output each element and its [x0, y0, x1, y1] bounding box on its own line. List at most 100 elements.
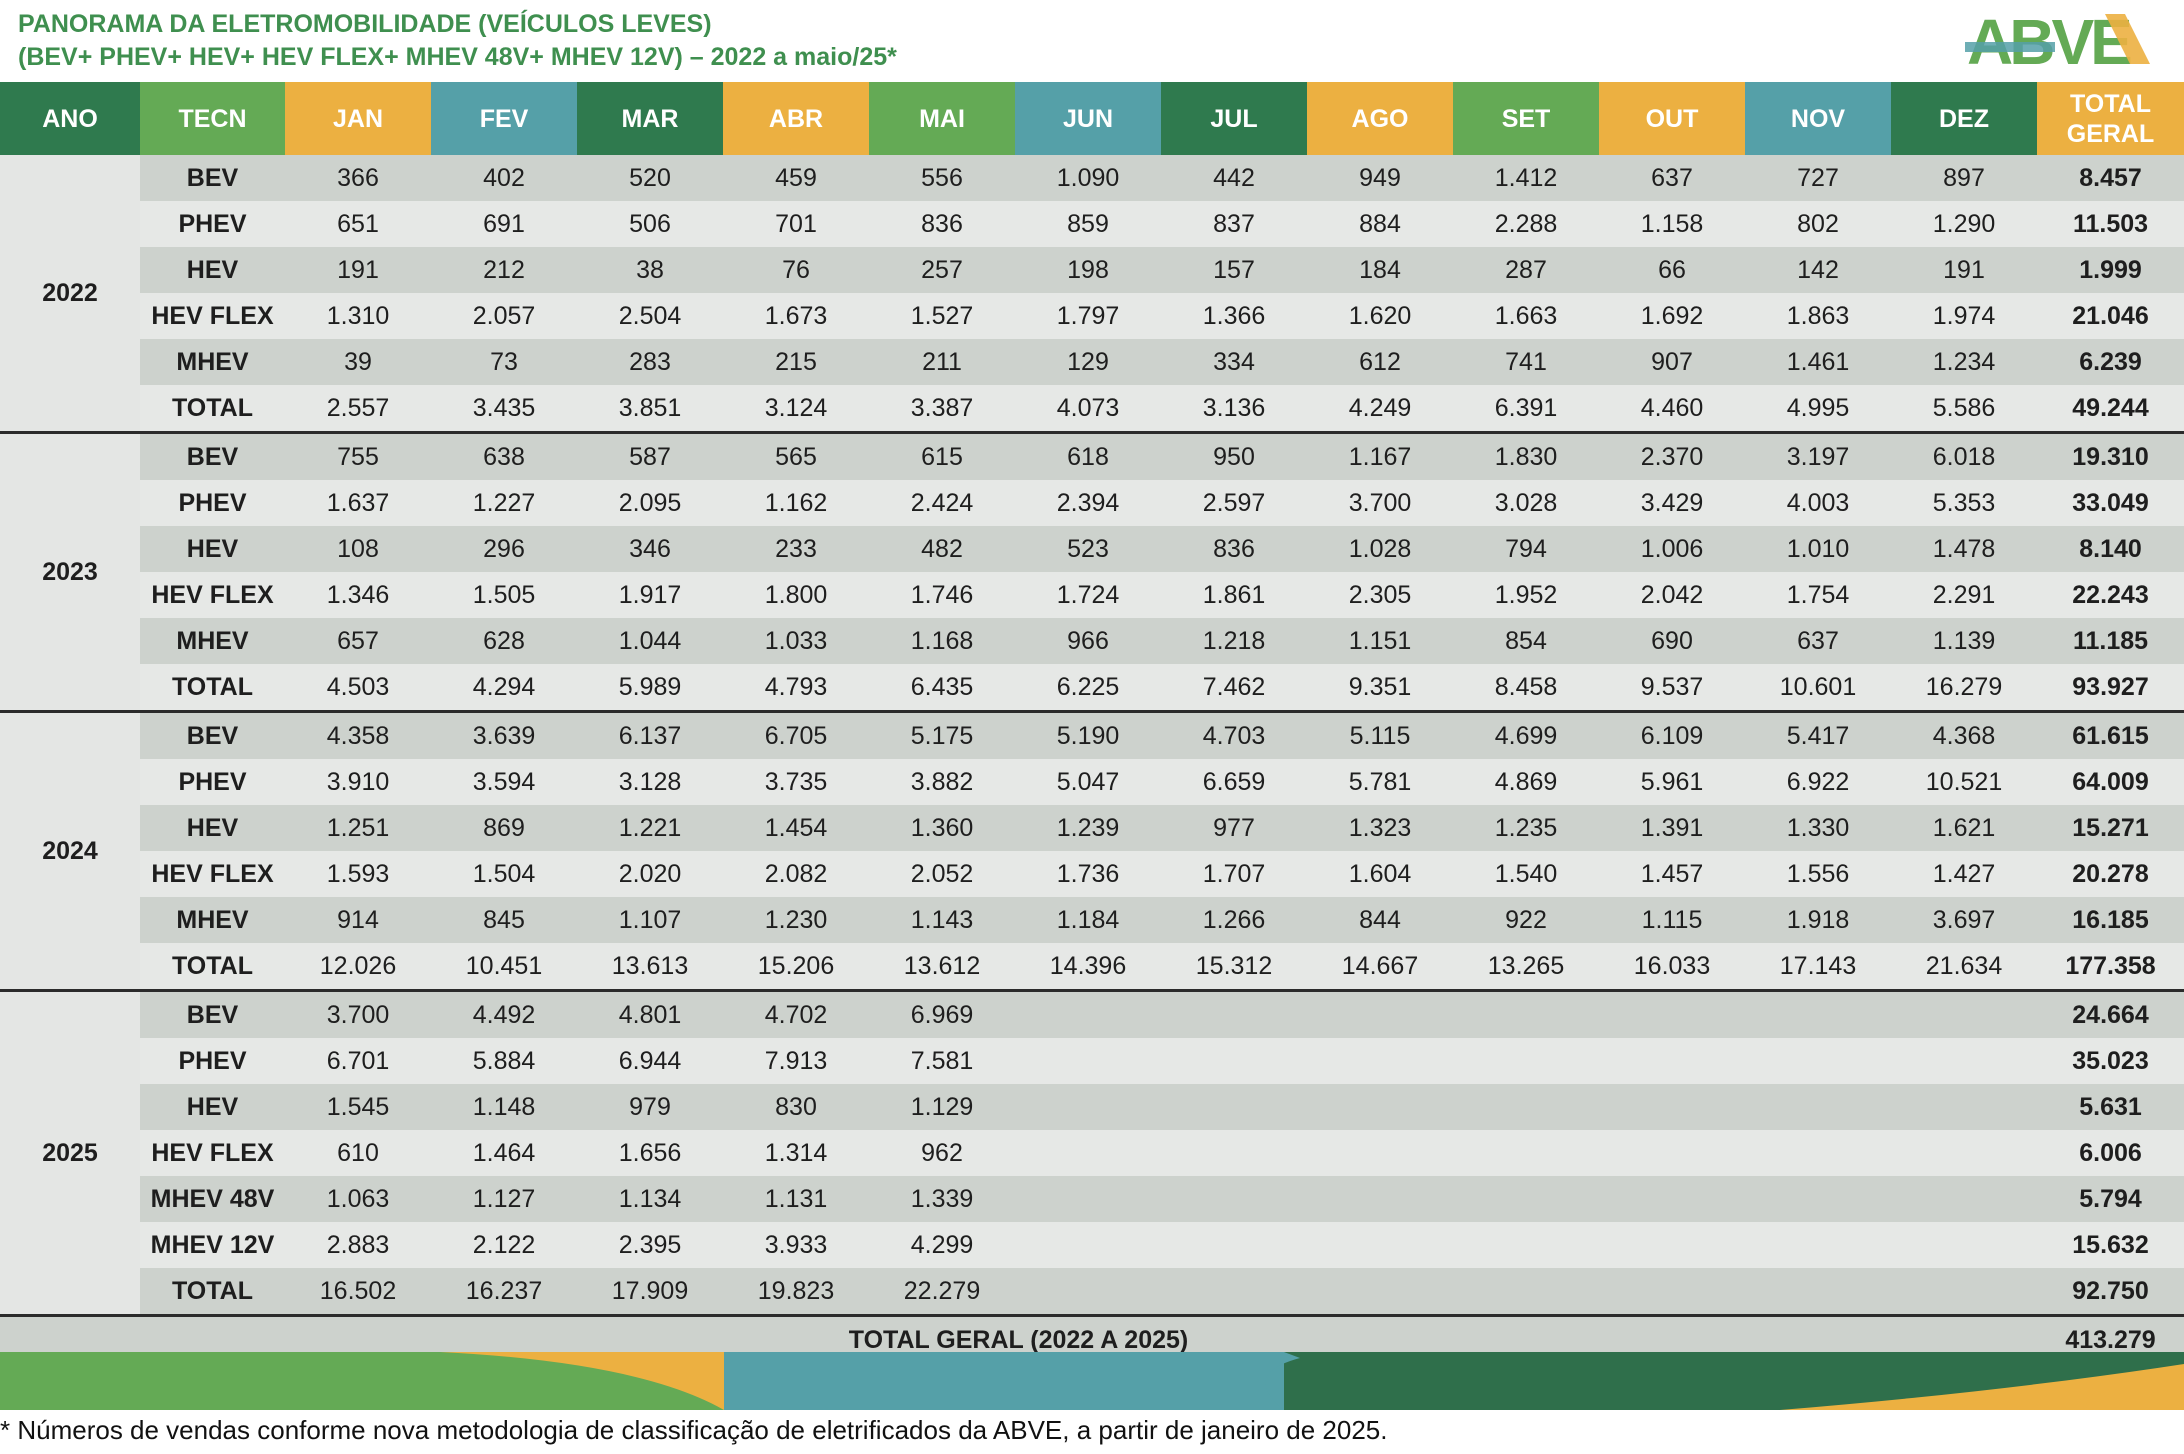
month-value-cell: 22.279 [869, 1268, 1015, 1316]
month-value-cell: 962 [869, 1130, 1015, 1176]
month-value-cell: 1.797 [1015, 293, 1161, 339]
month-value-cell: 1.044 [577, 618, 723, 664]
month-value-cell: 16.033 [1599, 943, 1745, 991]
month-value-cell: 17.143 [1745, 943, 1891, 991]
month-value-cell: 565 [723, 431, 869, 480]
month-value-cell [1161, 1038, 1307, 1084]
month-value-cell [1161, 1222, 1307, 1268]
tech-cell: TOTAL [140, 385, 285, 433]
month-value-cell: 1.754 [1745, 572, 1891, 618]
month-value-cell: 1.151 [1307, 618, 1453, 664]
month-value-cell: 6.225 [1015, 664, 1161, 712]
month-value-cell: 16.237 [431, 1268, 577, 1316]
month-value-cell: 1.235 [1453, 805, 1599, 851]
month-value-cell: 628 [431, 618, 577, 664]
table-row: TOTAL 12.026 10.451 13.613 15.206 13.612 14.39… [0, 943, 2184, 991]
month-value-cell: 13.265 [1453, 943, 1599, 991]
month-value-cell: 6.137 [577, 710, 723, 759]
month-value-cell: 5.175 [869, 710, 1015, 759]
month-value-cell: 1.162 [723, 480, 869, 526]
month-value-cell: 830 [723, 1084, 869, 1130]
month-value-cell: 1.545 [285, 1084, 431, 1130]
tech-cell: BEV [140, 710, 285, 759]
month-value-cell [1599, 1038, 1745, 1084]
row-total-cell: 93.927 [2037, 664, 2184, 712]
month-value-cell: 9.537 [1599, 664, 1745, 712]
month-value-cell: 3.882 [869, 759, 1015, 805]
row-total-cell: 1.999 [2037, 247, 2184, 293]
row-total-cell: 15.271 [2037, 805, 2184, 851]
month-value-cell: 1.861 [1161, 572, 1307, 618]
month-value-cell: 1.736 [1015, 851, 1161, 897]
tech-cell: TOTAL [140, 1268, 285, 1316]
month-value-cell [1161, 1084, 1307, 1130]
month-value-cell: 950 [1161, 431, 1307, 480]
tech-cell: HEV [140, 526, 285, 572]
month-value-cell [1015, 989, 1161, 1038]
row-total-cell: 64.009 [2037, 759, 2184, 805]
table-row: PHEV 1.637 1.227 2.095 1.162 2.424 2.394 2.597 3… [0, 480, 2184, 526]
month-value-cell: 6.701 [285, 1038, 431, 1084]
month-value-cell: 3.851 [577, 385, 723, 433]
month-value-cell: 1.234 [1891, 339, 2037, 385]
month-value-cell: 1.673 [723, 293, 869, 339]
month-value-cell [1307, 1038, 1453, 1084]
tech-cell: MHEV [140, 897, 285, 943]
month-value-cell: 1.527 [869, 293, 1015, 339]
month-value-cell: 1.290 [1891, 201, 2037, 247]
month-value-cell: 1.330 [1745, 805, 1891, 851]
month-value-cell [1307, 1222, 1453, 1268]
month-value-cell: 2.020 [577, 851, 723, 897]
month-value-cell: 651 [285, 201, 431, 247]
month-value-cell: 2.095 [577, 480, 723, 526]
month-value-cell: 1.556 [1745, 851, 1891, 897]
month-value-cell [1599, 989, 1745, 1038]
month-value-cell: 1.314 [723, 1130, 869, 1176]
month-value-cell: 5.884 [431, 1038, 577, 1084]
month-value-cell: 15.206 [723, 943, 869, 991]
month-value-cell: 2.288 [1453, 201, 1599, 247]
table-row: 2022 BEV 366 402 520 459 556 1.090 442 949 1.412 63… [0, 155, 2184, 433]
month-value-cell: 1.139 [1891, 618, 2037, 664]
footnote: * Números de vendas conforme nova metodo… [0, 1415, 1388, 1445]
row-total-cell: 177.358 [2037, 943, 2184, 991]
tech-cell: MHEV [140, 618, 285, 664]
month-value-cell [1307, 1268, 1453, 1316]
month-value-cell: 3.387 [869, 385, 1015, 433]
month-value-cell: 1.478 [1891, 526, 2037, 572]
table-row: MHEV 39 73 283 215 211 129 334 612 741 907 1.461 1.2… [0, 339, 2184, 385]
row-total-cell: 92.750 [2037, 1268, 2184, 1316]
month-value-cell: 1.800 [723, 572, 869, 618]
month-value-cell: 1.239 [1015, 805, 1161, 851]
title-line-2: (BEV+ PHEV+ HEV+ HEV FLEX+ MHEV 48V+ MHE… [18, 43, 897, 71]
month-value-cell: 129 [1015, 339, 1161, 385]
month-value-cell: 2.395 [577, 1222, 723, 1268]
month-value-cell: 2.042 [1599, 572, 1745, 618]
month-value-cell: 6.705 [723, 710, 869, 759]
month-value-cell: 1.134 [577, 1176, 723, 1222]
month-value-cell: 1.148 [431, 1084, 577, 1130]
header-month: MAI [869, 82, 1015, 155]
table-row: TOTAL 16.502 16.237 17.909 19.823 22.279 92.75… [0, 1268, 2184, 1316]
month-value-cell: 1.090 [1015, 155, 1161, 201]
month-value-cell [1891, 1084, 2037, 1130]
month-value-cell: 1.391 [1599, 805, 1745, 851]
month-value-cell [1015, 1222, 1161, 1268]
month-value-cell: 1.692 [1599, 293, 1745, 339]
row-total-cell: 20.278 [2037, 851, 2184, 897]
row-total-cell: 5.631 [2037, 1084, 2184, 1130]
month-value-cell: 1.310 [285, 293, 431, 339]
month-value-cell: 1.028 [1307, 526, 1453, 572]
month-value-cell: 1.230 [723, 897, 869, 943]
month-value-cell: 17.909 [577, 1268, 723, 1316]
month-value-cell: 5.961 [1599, 759, 1745, 805]
month-value-cell: 4.249 [1307, 385, 1453, 433]
table-row: 2023 BEV 755 638 587 565 615 618 950 1.167 1.830 2.… [0, 431, 2184, 712]
month-value-cell [1307, 1176, 1453, 1222]
tech-cell: BEV [140, 431, 285, 480]
month-value-cell: 287 [1453, 247, 1599, 293]
row-total-cell: 15.632 [2037, 1222, 2184, 1268]
month-value-cell: 1.620 [1307, 293, 1453, 339]
month-value-cell: 1.505 [431, 572, 577, 618]
month-value-cell [1745, 989, 1891, 1038]
